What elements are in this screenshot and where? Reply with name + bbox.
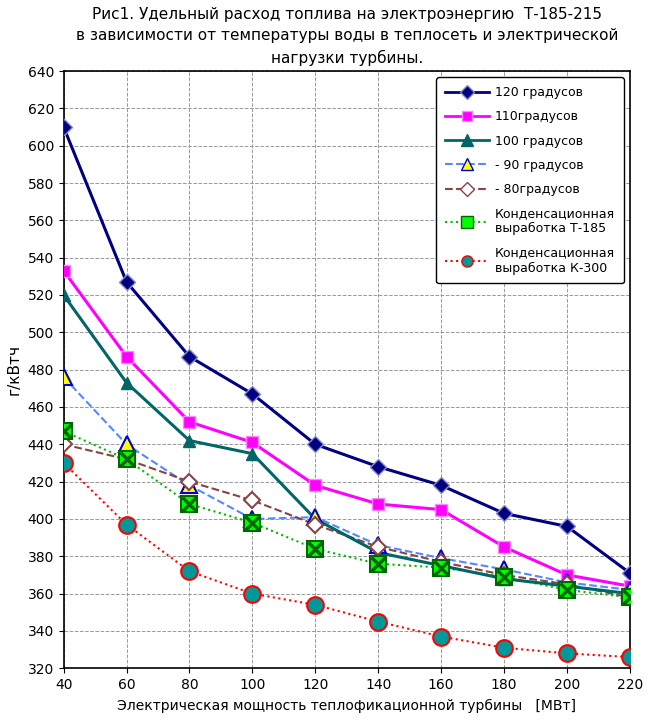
- 90 градусов [374,541,382,549]
- 80градусов [374,543,382,552]
Line: - 90 градусов: - 90 градусов [64,377,630,590]
Line: 100 градусов: 100 градусов [57,289,636,600]
Line: Конденсационная
выработка К-300: Конденсационная выработка К-300 [64,463,630,657]
120 градусов [123,278,131,287]
Конденсационная
выработка К-300 [185,567,193,575]
- 90 градусов [123,440,131,449]
120 градусов [374,462,382,471]
110градусов [248,438,256,447]
- 90 градусов [185,481,193,490]
100 градусов [500,575,508,583]
- 90 градусов [437,554,445,562]
120 градусов [248,390,256,398]
110градусов [500,543,508,552]
- 90 градусов [563,578,571,587]
Конденсационная
выработка К-300 [123,521,131,529]
110градусов [185,418,193,426]
- 80градусов [185,477,193,486]
- 90 градусов [311,513,319,521]
Конденсационная
выработка К-300 [248,589,256,598]
- 80градусов [500,571,508,580]
120 градусов [626,569,634,577]
120 градусов [437,481,445,490]
Конденсационная
выработка К-300 [437,632,445,641]
100 градусов [626,589,634,598]
Конденсационная
выработка К-300 [563,649,571,657]
120 градусов [185,352,193,361]
- 80градусов [123,455,131,464]
120 градусов [311,440,319,449]
Конденсационная
выработка К-300 [374,617,382,626]
Конденсационная
выработка К-300 [60,459,68,467]
120 градусов [500,509,508,518]
110градусов [437,505,445,514]
100 градусов [311,515,319,523]
100 градусов [123,379,131,387]
- 90 градусов [60,373,68,382]
- 80градусов [248,496,256,505]
Y-axis label: г/кВтч: г/кВтч [7,344,22,395]
- 80градусов [626,593,634,602]
Line: 120 градусов: 120 градусов [58,122,636,579]
- 80градусов [437,557,445,566]
120 градусов [563,522,571,531]
- 80градусов [311,521,319,529]
100 градусов [185,436,193,445]
Legend: 120 градусов, 110градусов, 100 градусов, - 90 градусов, - 80градусов, Конденсаци: 120 градусов, 110градусов, 100 градусов,… [436,77,624,284]
- 80градусов [563,580,571,589]
- 90 градусов [500,565,508,574]
- 90 градусов [626,585,634,594]
110градусов [311,481,319,490]
Конденсационная
выработка К-300 [626,653,634,662]
- 80градусов [60,440,68,449]
110градусов [563,571,571,580]
Конденсационная
выработка К-300 [311,600,319,609]
110градусов [626,582,634,590]
100 градусов [248,449,256,458]
- 90 градусов [248,515,256,523]
Line: - 80градусов: - 80градусов [64,444,630,598]
100 градусов [563,582,571,590]
Line: 110градусов: 110градусов [58,265,636,592]
110градусов [123,352,131,361]
100 градусов [437,562,445,570]
100 градусов [374,548,382,557]
110градусов [374,500,382,508]
Конденсационная
выработка К-300 [500,644,508,652]
X-axis label: Электрическая мощность теплофикационной турбины   [МВт]: Электрическая мощность теплофикационной … [117,699,577,713]
100 градусов [60,291,68,300]
Title: Рис1. Удельный расход топлива на электроэнергию  Т-185-215
в зависимости от темп: Рис1. Удельный расход топлива на электро… [75,7,618,66]
120 градусов [60,122,68,131]
110градусов [60,266,68,275]
